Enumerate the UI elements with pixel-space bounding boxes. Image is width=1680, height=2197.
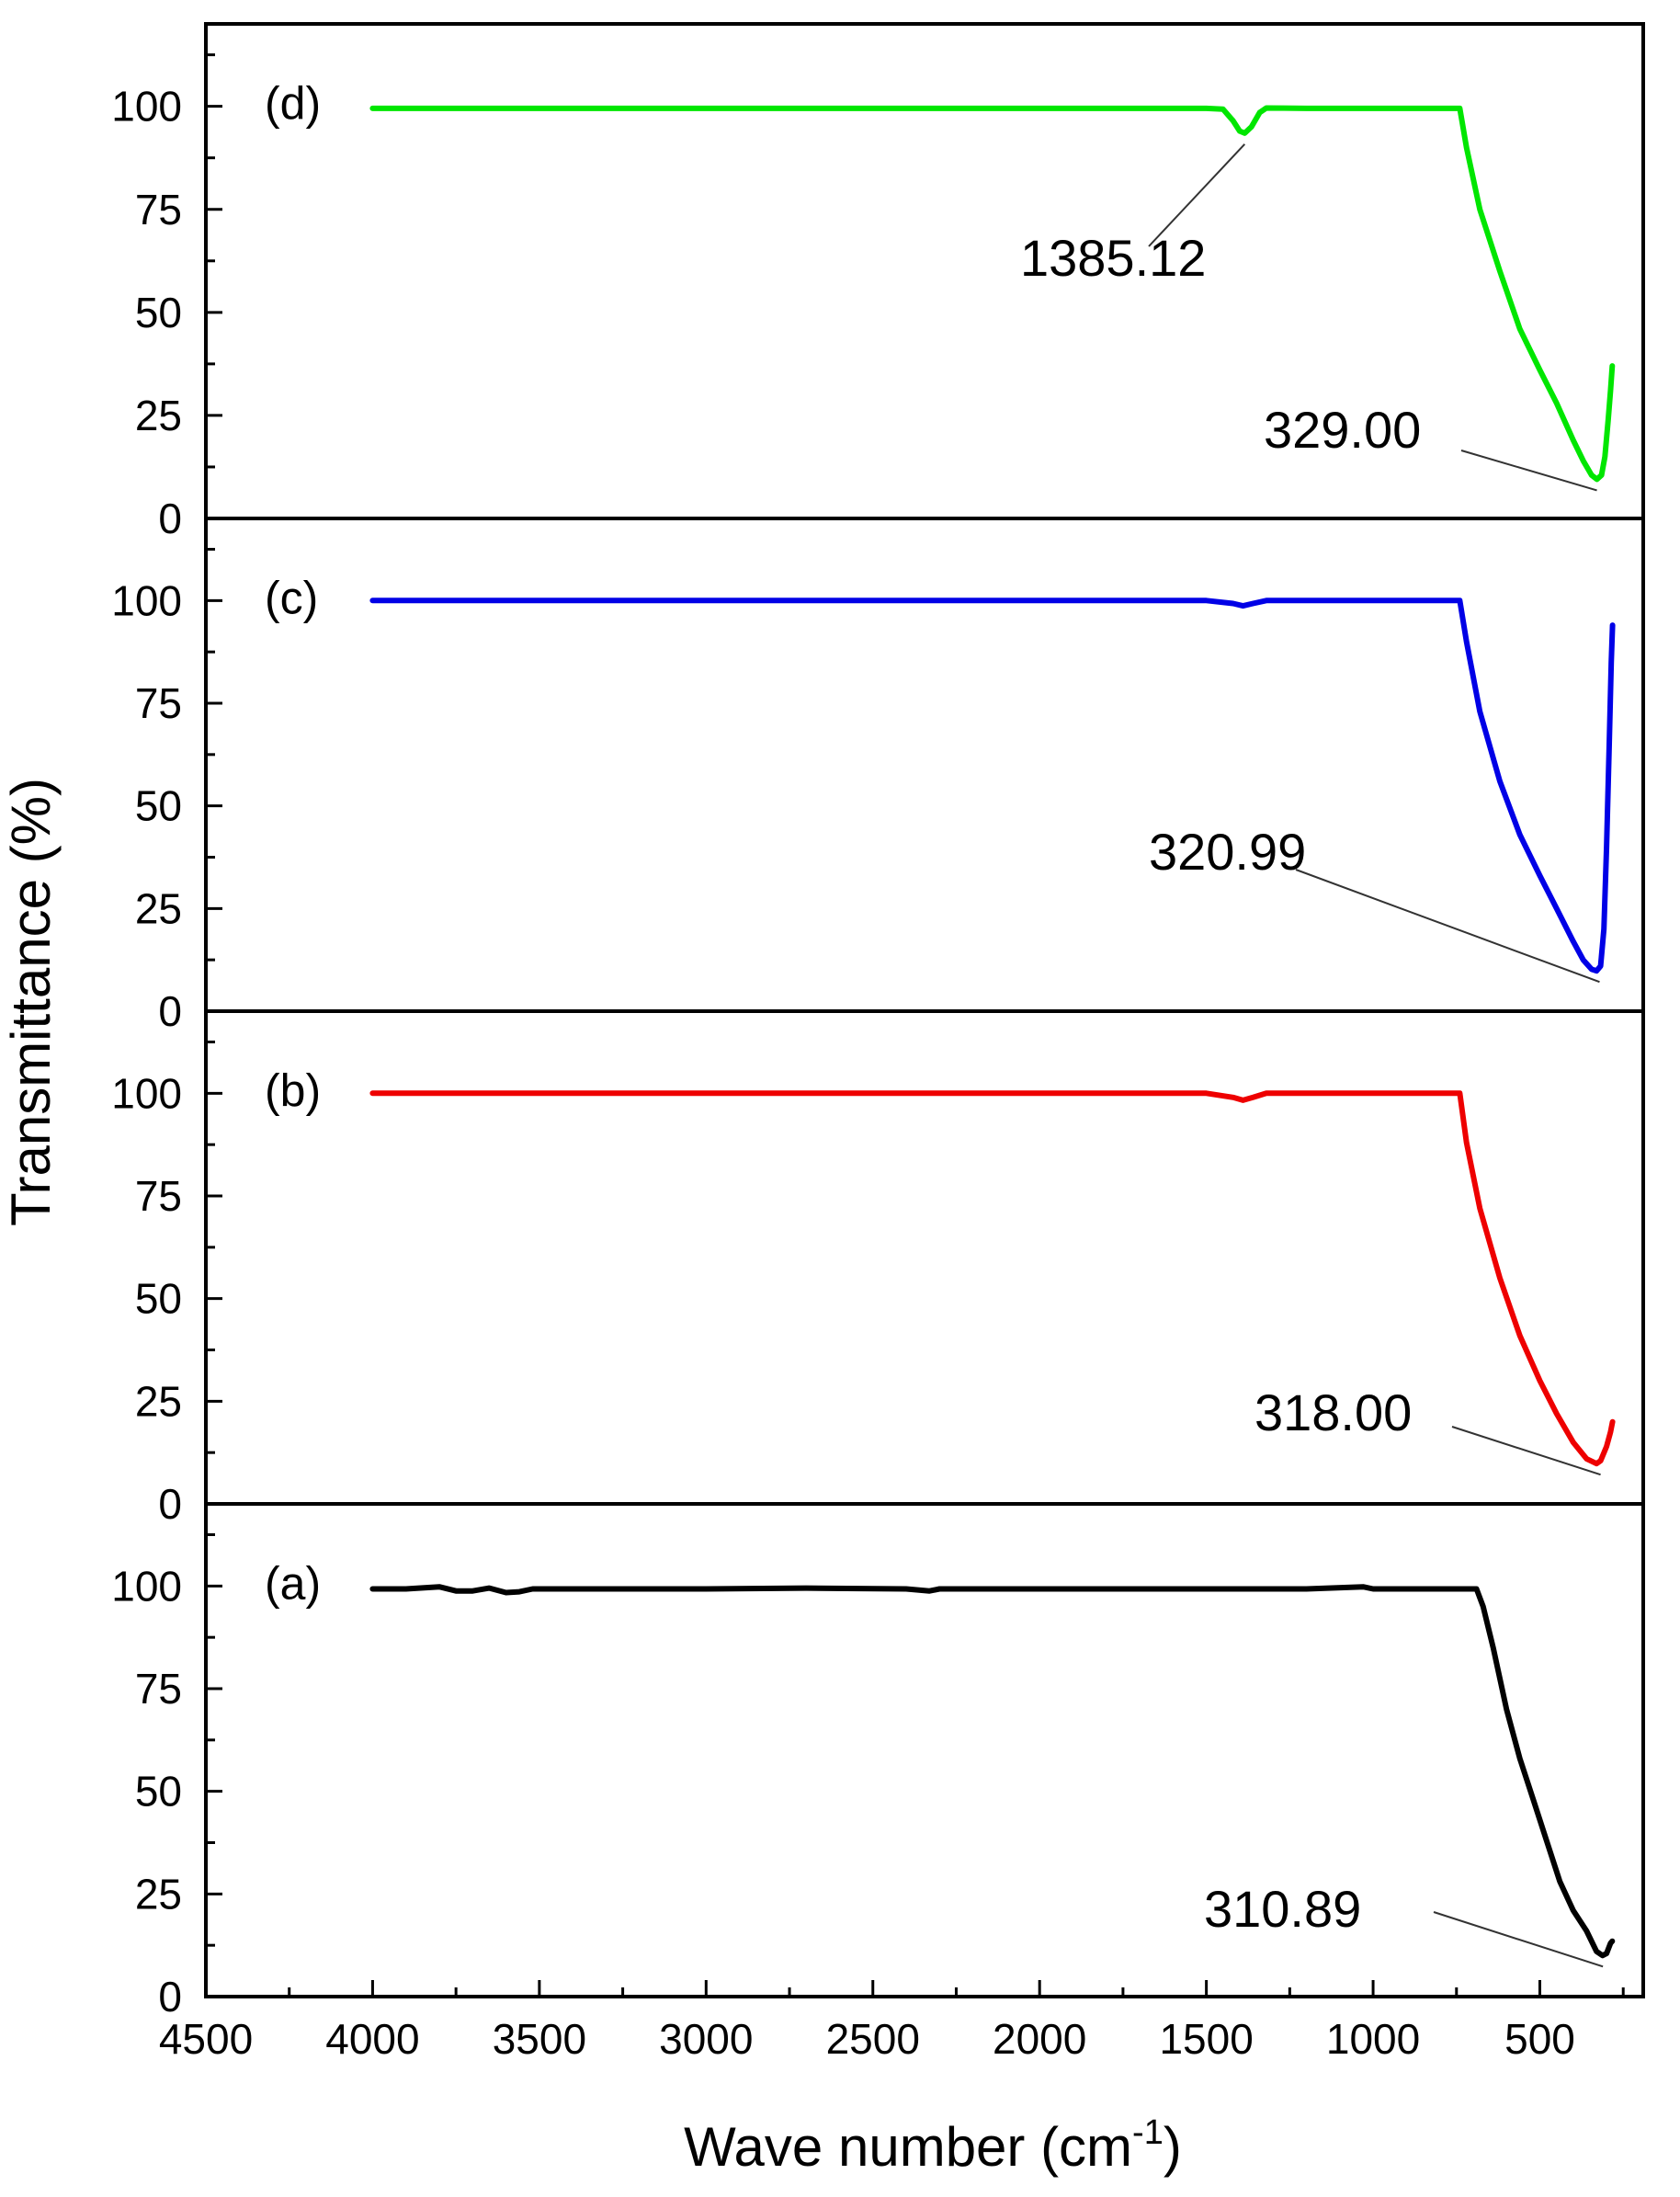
y-tick-label: 50 — [135, 1768, 182, 1816]
y-axis-label: Transmittance (%) — [0, 778, 62, 1226]
panel-frame — [204, 517, 1645, 1013]
y-tick-label: 75 — [135, 679, 182, 727]
x-axis-label: Wave number (cm-1) — [684, 2113, 1182, 2178]
y-tick-label: 75 — [135, 1665, 182, 1713]
y-tick-label: 25 — [135, 884, 182, 932]
y-tick-label: 25 — [135, 1870, 182, 1918]
series-line-d — [369, 105, 1616, 483]
annotation-leader — [1460, 450, 1597, 492]
panel-label: (b) — [265, 1064, 321, 1116]
x-tick-label: 3500 — [493, 2015, 586, 2063]
panel-b: 0 25 50 75 100 (b) 318.00 — [111, 1009, 1645, 1528]
y-tick-label: 0 — [158, 495, 182, 542]
panel-label: (d) — [265, 78, 321, 130]
panel-c: 0 25 50 75 100 (c) 320.99 — [111, 517, 1645, 1035]
y-tick-label: 100 — [111, 576, 182, 624]
plot-area: 0 25 50 75 100 (d) 1385.12 329.00 0 25 50 75 100 (c) 3… — [111, 22, 1645, 2063]
y-tick-label: 50 — [135, 1275, 182, 1323]
y-tick-label: 100 — [111, 1069, 182, 1117]
annotation-leader — [1148, 143, 1246, 247]
series-line-a — [369, 1584, 1616, 1959]
annotation-label: 318.00 — [1254, 1383, 1412, 1441]
y-tick-label: 75 — [135, 1172, 182, 1220]
x-axis-label-text: Wave number (cm — [684, 2116, 1132, 2178]
x-tick-label: 3000 — [659, 2015, 753, 2063]
y-tick-label: 50 — [135, 289, 182, 336]
y-tick-label: 25 — [135, 392, 182, 439]
x-tick-label: 4000 — [325, 2015, 419, 2063]
x-tick-label: 4500 — [159, 2015, 253, 2063]
y-tick-label: 75 — [135, 186, 182, 233]
x-tick-label: 1500 — [1159, 2015, 1253, 2063]
annotation-leader — [1451, 1426, 1601, 1476]
panel-frame — [204, 1502, 1645, 1998]
x-axis-label-superscript: -1 — [1132, 2113, 1164, 2152]
x-axis-label-close: ) — [1164, 2116, 1182, 2178]
panel-label: (c) — [265, 572, 318, 623]
y-tick-label: 0 — [158, 1480, 182, 1528]
x-tick-label: 2000 — [993, 2015, 1086, 2063]
annotation-label: 329.00 — [1264, 401, 1421, 459]
y-tick-label: 0 — [158, 987, 182, 1035]
y-tick-label: 100 — [111, 83, 182, 131]
x-tick-label: 2500 — [826, 2015, 920, 2063]
annotation-label: 320.99 — [1149, 823, 1306, 881]
y-tick-label: 100 — [111, 1562, 182, 1610]
y-tick-label: 50 — [135, 782, 182, 830]
annotation-label: 1385.12 — [1020, 229, 1206, 287]
y-tick-label: 25 — [135, 1377, 182, 1425]
panel-frame — [204, 1009, 1645, 1506]
annotation-label: 310.89 — [1204, 1880, 1361, 1938]
panel-d: 0 25 50 75 100 (d) 1385.12 329.00 — [111, 22, 1645, 542]
x-tick-label: 1000 — [1326, 2015, 1420, 2063]
series-line-c — [369, 598, 1616, 974]
series-line-b — [369, 1090, 1616, 1467]
annotation-leader — [1295, 869, 1600, 984]
annotation-leader — [1433, 1911, 1604, 1968]
panel-label: (a) — [265, 1557, 321, 1609]
x-tick-label: 500 — [1504, 2015, 1575, 2063]
y-tick-label: 0 — [158, 1973, 182, 2021]
panel-frame — [204, 22, 1645, 520]
panel-a: 0 25 50 75 100 4500 4000 3500 3000 2500 2000 1500 10… — [111, 1502, 1645, 2063]
